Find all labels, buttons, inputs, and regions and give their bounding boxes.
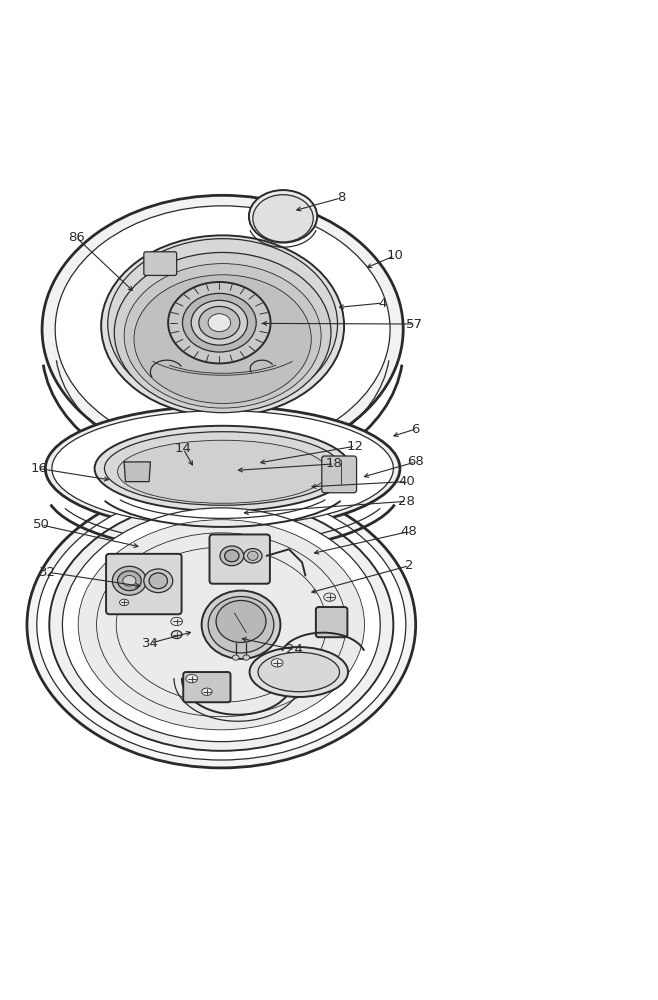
Ellipse shape <box>118 440 328 503</box>
Text: 24: 24 <box>286 643 303 656</box>
Polygon shape <box>124 462 151 482</box>
Ellipse shape <box>78 520 365 730</box>
Ellipse shape <box>182 293 256 352</box>
Ellipse shape <box>271 659 283 667</box>
Ellipse shape <box>243 549 262 563</box>
Ellipse shape <box>49 499 393 751</box>
Text: 50: 50 <box>33 518 50 531</box>
Ellipse shape <box>123 576 136 586</box>
Ellipse shape <box>199 306 240 339</box>
FancyBboxPatch shape <box>183 672 230 702</box>
Ellipse shape <box>247 551 258 560</box>
Ellipse shape <box>40 194 405 465</box>
Ellipse shape <box>113 566 147 595</box>
Ellipse shape <box>220 546 243 566</box>
Text: 68: 68 <box>407 455 424 468</box>
Text: 14: 14 <box>175 442 191 455</box>
Ellipse shape <box>253 195 313 242</box>
Text: 10: 10 <box>386 249 403 262</box>
Ellipse shape <box>124 264 321 408</box>
Ellipse shape <box>249 190 317 243</box>
Ellipse shape <box>186 674 197 683</box>
Ellipse shape <box>324 593 336 601</box>
Text: 48: 48 <box>401 525 417 538</box>
Ellipse shape <box>95 426 351 511</box>
Ellipse shape <box>208 597 274 653</box>
Ellipse shape <box>249 647 348 697</box>
Ellipse shape <box>243 655 249 660</box>
Ellipse shape <box>120 599 129 606</box>
Text: 28: 28 <box>398 495 415 508</box>
Ellipse shape <box>55 206 390 453</box>
Ellipse shape <box>20 475 422 774</box>
Ellipse shape <box>27 482 416 768</box>
Text: 8: 8 <box>337 191 345 204</box>
Text: 2: 2 <box>405 559 413 572</box>
Ellipse shape <box>208 314 230 332</box>
Ellipse shape <box>172 631 182 639</box>
Text: 40: 40 <box>398 475 415 488</box>
Text: 18: 18 <box>326 457 343 470</box>
Ellipse shape <box>37 489 406 760</box>
Text: 6: 6 <box>411 423 420 436</box>
FancyBboxPatch shape <box>322 456 357 493</box>
Ellipse shape <box>258 652 340 692</box>
Text: 12: 12 <box>347 440 364 453</box>
Ellipse shape <box>42 195 403 463</box>
Ellipse shape <box>105 432 341 505</box>
Text: 4: 4 <box>378 297 387 310</box>
Ellipse shape <box>40 400 405 537</box>
Ellipse shape <box>216 600 266 642</box>
Ellipse shape <box>108 239 338 409</box>
Ellipse shape <box>232 655 239 660</box>
Text: 86: 86 <box>68 231 85 244</box>
Text: 16: 16 <box>30 462 47 475</box>
Ellipse shape <box>201 688 212 695</box>
Text: 57: 57 <box>406 318 423 331</box>
Ellipse shape <box>101 235 344 417</box>
FancyBboxPatch shape <box>144 252 176 275</box>
Ellipse shape <box>168 282 270 363</box>
Ellipse shape <box>114 252 331 413</box>
FancyBboxPatch shape <box>209 534 270 584</box>
Ellipse shape <box>118 571 141 591</box>
Ellipse shape <box>134 275 311 403</box>
Ellipse shape <box>191 300 247 345</box>
Ellipse shape <box>171 617 182 626</box>
Text: 34: 34 <box>142 637 159 650</box>
FancyBboxPatch shape <box>106 554 182 614</box>
Ellipse shape <box>63 508 380 742</box>
Ellipse shape <box>201 591 280 659</box>
FancyBboxPatch shape <box>316 607 347 637</box>
Ellipse shape <box>45 406 400 531</box>
Ellipse shape <box>224 550 239 562</box>
Ellipse shape <box>52 411 393 526</box>
Text: 32: 32 <box>39 566 57 579</box>
Ellipse shape <box>144 569 173 593</box>
Ellipse shape <box>149 573 168 589</box>
